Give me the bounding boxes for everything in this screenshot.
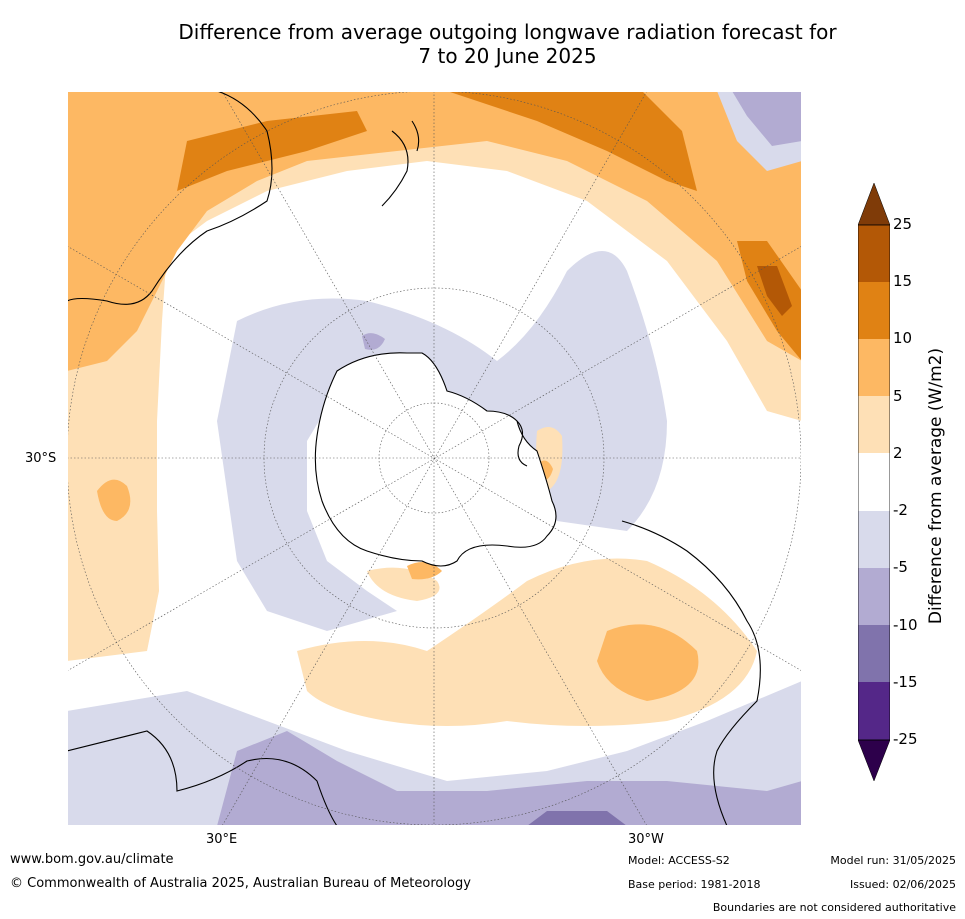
legend-swatch-m15-m25 [858, 682, 890, 740]
legend-swatch-15-25 [858, 225, 890, 282]
base-period: Base period: 1981-2018 [628, 878, 761, 891]
antarctic-peninsula-coastline [516, 420, 528, 467]
anomaly-region-5-10-weddell [407, 562, 442, 580]
legend-swatch-m10-m15 [858, 625, 890, 682]
copyright-text: © Commonwealth of Australia 2025, Austra… [10, 876, 471, 891]
boundaries-disclaimer: Boundaries are not considered authoritat… [712, 901, 956, 914]
olr-anomaly-map [67, 91, 802, 826]
legend-swatch-above-25 [858, 183, 890, 226]
anomaly-region-m2-m5-antarctic-ring [217, 251, 667, 631]
legend-tick-2: 2 [893, 444, 903, 462]
map-title: Difference from average outgoing longwav… [0, 20, 965, 68]
legend-swatch-m5-m10 [858, 568, 890, 625]
anomaly-region-10-15-north [447, 91, 697, 191]
south-america-coastline [621, 520, 761, 826]
anomaly-region-2-5-east [67, 591, 159, 661]
legend-tick-m5: -5 [893, 558, 908, 576]
anomaly-region-m5-m10-antarctic [362, 333, 385, 350]
longitude-label-30w: 30°W [628, 832, 664, 847]
legend-swatch-10-15 [858, 282, 890, 339]
anomaly-region-5-10-south-atlantic [597, 624, 699, 701]
issued-date: Issued: 02/06/2025 [849, 878, 956, 891]
legend-swatch-2-5 [858, 396, 890, 453]
legend-tick-10: 10 [893, 329, 913, 347]
legend-swatch-neutral [858, 453, 890, 511]
legend-swatch-5-10 [858, 339, 890, 396]
legend-tick-25: 25 [893, 215, 913, 233]
legend-swatch-below-m25 [858, 739, 890, 782]
title-line-1: Difference from average outgoing longwav… [178, 20, 837, 44]
new-zealand-coastline [381, 120, 420, 207]
legend-swatch-m2-m5 [858, 511, 890, 568]
anomaly-region-m10-m15-south [527, 811, 627, 826]
anomaly-region-m5-m10-northeast [732, 91, 802, 146]
australia-coastline [67, 91, 273, 305]
anomaly-region-5-10-west-blob [97, 479, 131, 521]
antarctica-coastline [314, 352, 557, 567]
title-line-2: 7 to 20 June 2025 [418, 44, 597, 68]
anomaly-region-10-15-west [177, 111, 367, 191]
model-name: Model: ACCESS-S2 [628, 854, 730, 867]
legend-tick-15: 15 [893, 272, 913, 290]
model-run-date: Model run: 31/05/2025 [830, 854, 956, 867]
longitude-label-30e: 30°E [206, 832, 238, 847]
anomaly-region-15-25-east [757, 266, 792, 316]
latitude-label-30s: 30°S [25, 451, 57, 466]
legend-tick-m15: -15 [893, 673, 918, 691]
website-link[interactable]: www.bom.gov.au/climate [10, 852, 174, 867]
legend-tick-m25: -25 [893, 730, 918, 748]
legend-colorbar [858, 183, 890, 782]
anomaly-region-m5-m10-south [217, 731, 802, 826]
legend-tick-m2: -2 [893, 501, 908, 519]
anomaly-region-2-5-west [67, 91, 802, 591]
anomaly-region-10-15-east [737, 241, 802, 361]
legend-tick-5: 5 [893, 387, 903, 405]
legend-tick-m10: -10 [893, 616, 918, 634]
africa-coastline [67, 730, 338, 826]
